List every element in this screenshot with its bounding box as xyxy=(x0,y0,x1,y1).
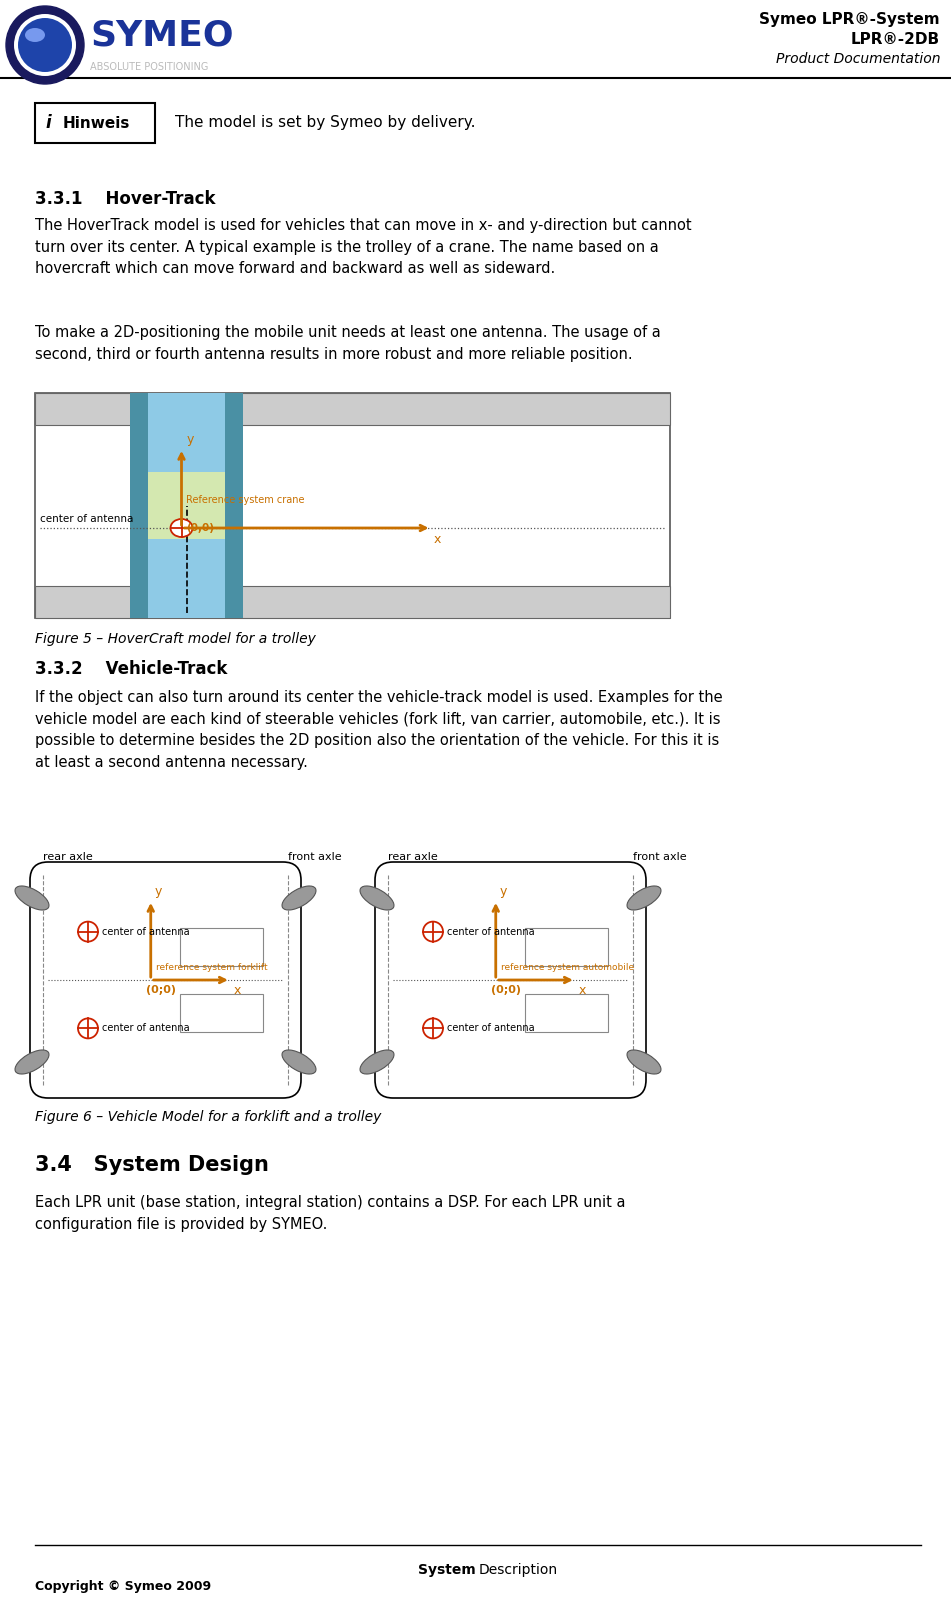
Text: Copyright © Symeo 2009: Copyright © Symeo 2009 xyxy=(35,1580,211,1593)
Text: Figure 5 – HoverCraft model for a trolley: Figure 5 – HoverCraft model for a trolle… xyxy=(35,631,316,646)
Ellipse shape xyxy=(14,14,76,77)
Text: center of antenna: center of antenna xyxy=(447,1023,534,1034)
Text: reference system forklift: reference system forklift xyxy=(156,964,267,972)
Text: 3.4   System Design: 3.4 System Design xyxy=(35,1155,269,1175)
Text: i: i xyxy=(45,113,50,133)
Ellipse shape xyxy=(282,1050,316,1074)
Text: SYMEO: SYMEO xyxy=(90,18,234,53)
Text: rear axle: rear axle xyxy=(388,852,437,861)
Text: front axle: front axle xyxy=(633,852,687,861)
Bar xyxy=(130,393,148,618)
Circle shape xyxy=(423,922,443,941)
Text: y: y xyxy=(155,885,162,898)
Text: Each LPR unit (base station, integral station) contains a DSP. For each LPR unit: Each LPR unit (base station, integral st… xyxy=(35,1195,626,1232)
Text: Figure 6 – Vehicle Model for a forklift and a trolley: Figure 6 – Vehicle Model for a forklift … xyxy=(35,1111,381,1123)
Text: center of antenna: center of antenna xyxy=(40,515,133,524)
Text: (0;0): (0;0) xyxy=(491,984,521,996)
Text: System: System xyxy=(418,1563,476,1577)
Text: y: y xyxy=(186,433,194,446)
Ellipse shape xyxy=(282,885,316,909)
Bar xyxy=(35,102,155,142)
Ellipse shape xyxy=(360,885,394,909)
Ellipse shape xyxy=(627,1050,661,1074)
Text: The HoverTrack model is used for vehicles that can move in x- and y-direction bu: The HoverTrack model is used for vehicle… xyxy=(35,217,691,276)
Ellipse shape xyxy=(170,519,192,537)
Text: Reference system crane: Reference system crane xyxy=(186,495,305,505)
Text: front axle: front axle xyxy=(288,852,341,861)
Text: 3.3.2    Vehicle-Track: 3.3.2 Vehicle-Track xyxy=(35,660,227,678)
Ellipse shape xyxy=(15,885,49,909)
Ellipse shape xyxy=(18,18,72,72)
Text: LPR®-2DB: LPR®-2DB xyxy=(851,32,940,46)
Bar xyxy=(181,994,262,1032)
Text: ABSOLUTE POSITIONING: ABSOLUTE POSITIONING xyxy=(90,62,208,72)
Bar xyxy=(35,586,670,618)
Text: rear axle: rear axle xyxy=(43,852,93,861)
Text: (0;0): (0;0) xyxy=(146,984,176,996)
Circle shape xyxy=(78,1018,98,1039)
Bar xyxy=(225,393,243,618)
Text: Hinweis: Hinweis xyxy=(63,115,130,131)
Text: x: x xyxy=(234,984,242,997)
Bar xyxy=(148,393,225,618)
FancyBboxPatch shape xyxy=(375,861,646,1098)
FancyBboxPatch shape xyxy=(30,861,301,1098)
Text: x: x xyxy=(579,984,586,997)
Text: Description: Description xyxy=(479,1563,558,1577)
Text: center of antenna: center of antenna xyxy=(102,927,189,936)
Text: (0,0): (0,0) xyxy=(186,523,215,534)
Ellipse shape xyxy=(6,6,84,85)
Text: reference system automobile: reference system automobile xyxy=(501,964,634,972)
Ellipse shape xyxy=(627,885,661,909)
Bar xyxy=(35,393,670,618)
Text: The model is set by Symeo by delivery.: The model is set by Symeo by delivery. xyxy=(175,115,476,131)
Text: y: y xyxy=(499,885,507,898)
Bar xyxy=(181,928,262,965)
Bar xyxy=(525,994,608,1032)
Text: Product Documentation: Product Documentation xyxy=(775,53,940,66)
Text: x: x xyxy=(434,534,441,547)
Text: 3.3.1    Hover-Track: 3.3.1 Hover-Track xyxy=(35,190,216,208)
Text: If the object can also turn around its center the vehicle-track model is used. E: If the object can also turn around its c… xyxy=(35,690,723,770)
Circle shape xyxy=(423,1018,443,1039)
Bar xyxy=(525,928,608,965)
Text: center of antenna: center of antenna xyxy=(102,1023,189,1034)
Text: Symeo LPR®-System: Symeo LPR®-System xyxy=(760,13,940,27)
Ellipse shape xyxy=(15,1050,49,1074)
Circle shape xyxy=(78,922,98,941)
Ellipse shape xyxy=(25,29,45,42)
Bar xyxy=(148,471,225,539)
Ellipse shape xyxy=(360,1050,394,1074)
Text: center of antenna: center of antenna xyxy=(447,927,534,936)
Text: To make a 2D-positioning the mobile unit needs at least one antenna. The usage o: To make a 2D-positioning the mobile unit… xyxy=(35,324,661,361)
Bar xyxy=(35,393,670,425)
